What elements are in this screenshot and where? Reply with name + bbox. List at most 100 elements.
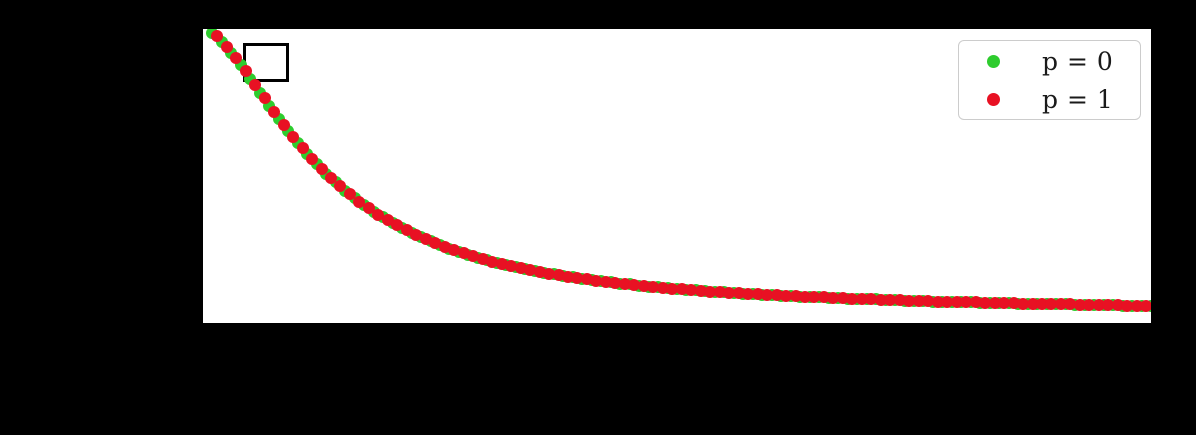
data-point [571, 272, 584, 285]
data-point [637, 279, 650, 292]
data-point [751, 288, 764, 301]
legend-entry-p1[interactable]: p = 1 [959, 79, 1142, 119]
data-point [685, 284, 698, 297]
data-point [704, 285, 717, 298]
data-point [372, 208, 385, 221]
data-point [1083, 299, 1096, 312]
legend-box[interactable]: p = 0 p = 1 [958, 40, 1141, 120]
data-point [1121, 299, 1134, 312]
data-point [429, 237, 442, 250]
data-point [296, 142, 309, 155]
data-point [1149, 299, 1151, 312]
data-point [1092, 299, 1105, 312]
legend-label-p0: p = 0 [1042, 46, 1114, 76]
data-point [514, 262, 527, 275]
data-point [315, 162, 328, 175]
data-point [666, 282, 679, 295]
data-point [324, 171, 337, 184]
data-point [960, 296, 973, 309]
data-point [277, 118, 290, 131]
data-point [808, 291, 821, 304]
data-point [258, 92, 271, 105]
data-point [1073, 298, 1086, 311]
data-point [893, 294, 906, 307]
data-point [675, 283, 688, 296]
data-point [599, 275, 612, 288]
data-point [1140, 299, 1151, 312]
data-point [239, 65, 252, 78]
legend-label-p1: p = 1 [1042, 84, 1114, 114]
data-point [950, 295, 963, 308]
data-point [1045, 298, 1058, 311]
data-point [306, 152, 319, 165]
scatter-plot-layer [203, 29, 1151, 323]
data-point [381, 214, 394, 227]
data-point [884, 294, 897, 307]
data-point [230, 52, 243, 65]
data-point [855, 292, 868, 305]
data-point [334, 180, 347, 193]
data-point [249, 78, 262, 91]
data-point [524, 264, 537, 277]
data-point [865, 293, 878, 306]
data-point [609, 277, 622, 290]
data-point [1102, 299, 1115, 312]
data-point [742, 287, 755, 300]
legend-entry-p0[interactable]: p = 0 [959, 41, 1142, 81]
data-point [476, 252, 489, 265]
data-point [628, 279, 641, 292]
data-point [761, 288, 774, 301]
data-point [391, 219, 404, 232]
data-point [457, 247, 470, 260]
data-point [410, 228, 423, 241]
data-point [798, 290, 811, 303]
data-point [780, 289, 793, 302]
data-point [552, 269, 565, 282]
data-point [827, 292, 840, 304]
data-point [561, 270, 574, 283]
legend-marker-green-icon [987, 54, 1000, 68]
data-point [400, 224, 413, 237]
data-point [211, 30, 224, 43]
data-point [647, 280, 660, 293]
data-point [903, 294, 916, 307]
data-point [789, 290, 802, 303]
data-point [343, 188, 356, 201]
data-point [1017, 297, 1030, 310]
data-point [467, 250, 480, 263]
data-point [618, 277, 631, 290]
data-point [268, 105, 281, 118]
data-point [694, 284, 707, 297]
data-point [713, 286, 726, 299]
data-point [988, 297, 1001, 309]
data-point [543, 267, 556, 280]
data-point [656, 281, 669, 294]
data-point [1064, 298, 1077, 311]
data-point [817, 291, 830, 304]
data-point [362, 202, 375, 215]
data-point [931, 295, 944, 308]
data-point [922, 295, 935, 308]
data-point [723, 286, 736, 299]
data-point [1111, 299, 1124, 312]
data-point [1035, 297, 1048, 310]
data-point [1007, 297, 1020, 310]
data-point [732, 287, 745, 300]
data-point [353, 195, 366, 208]
data-point [287, 130, 300, 143]
data-point [495, 257, 508, 270]
legend-marker-red-icon [987, 92, 1000, 106]
data-point [1026, 297, 1039, 310]
data-point [846, 292, 859, 305]
data-point [912, 294, 925, 307]
data-point [998, 297, 1011, 310]
data-point [874, 293, 887, 306]
data-point [419, 233, 432, 246]
data-point [438, 240, 451, 253]
data-point [770, 289, 783, 302]
data-point [448, 244, 461, 257]
data-point [580, 273, 593, 286]
data-point [533, 265, 546, 278]
data-point [1054, 298, 1067, 311]
